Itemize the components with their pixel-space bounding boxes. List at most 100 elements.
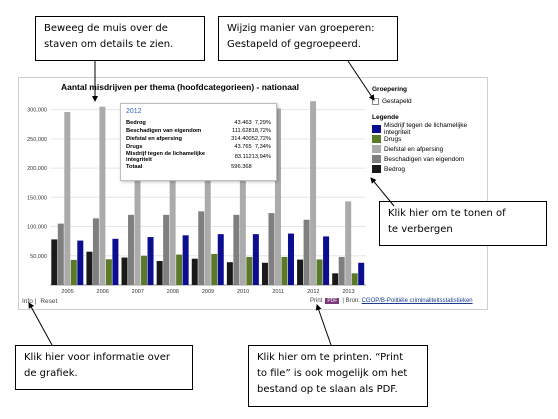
callout-grouping-tip: Wijzig manier van groeperen: Gestapeld of… [218, 16, 398, 61]
legend-label: Diefstal en afpersing [384, 145, 444, 153]
tooltip-row: Beschadigen van eigendom 111.628 18,72% [126, 128, 271, 134]
legend-item-diefstal[interactable]: Diefstal en afpersing [372, 144, 484, 154]
bar [198, 211, 205, 285]
x-tick-label: 2009 [202, 289, 214, 295]
legend-swatch [372, 125, 381, 133]
bar [105, 259, 112, 285]
x-tick-label: 2008 [167, 289, 179, 295]
legend-label: Beschadigen van eigendom [384, 155, 465, 163]
callout-info-tip: Klik hier voor informatie over de grafiek… [15, 345, 193, 390]
bar [217, 234, 224, 285]
legend-header: Legende [372, 114, 399, 121]
tooltip-row: Bedrog 43.463 7,29% [126, 120, 271, 126]
bar [141, 255, 148, 285]
grouping-header: Groepering [372, 86, 408, 93]
x-tick-label: 2005 [61, 289, 73, 295]
bar [134, 109, 141, 285]
bar [77, 240, 84, 285]
bar [92, 218, 99, 285]
bar [70, 259, 77, 285]
bar [268, 213, 275, 285]
bar [169, 106, 176, 285]
bar [351, 273, 358, 285]
y-tick-label: 50,000 [30, 254, 47, 260]
y-tick-label: 300,000 [27, 108, 47, 114]
chart-title: Aantal misdrijven per thema (hoofdcatego… [60, 82, 300, 92]
legend-panel: Groepering Gestapeld Legende Misdrijf te… [372, 86, 484, 174]
bar [239, 109, 246, 285]
bar [332, 273, 339, 285]
print-link[interactable]: Print [310, 298, 323, 304]
tooltip-row: Drugs 43.765 7,34% [126, 144, 271, 150]
x-tick-label: 2012 [307, 289, 319, 295]
x-tick-label: 2007 [132, 289, 144, 295]
tooltip-year: 2012 [126, 108, 142, 115]
bar [211, 254, 218, 285]
bar [233, 214, 240, 285]
bar [51, 239, 58, 285]
x-tick-label: 2011 [272, 289, 284, 295]
legend-item-bedrog[interactable]: Bedrog [372, 164, 484, 174]
bar [112, 238, 119, 285]
footer-right: Print PDF | Bron: CGOP/B-Politiële crimina… [310, 298, 473, 304]
callout-print-tip: Klik hier om te printen. “Print to file” … [248, 345, 428, 407]
bar [252, 234, 259, 285]
y-tick-label: 250,000 [27, 137, 47, 143]
legend-item-misdrijf[interactable]: Misdrijf tegen de lichamelijke integrite… [372, 122, 484, 136]
stacked-checkbox[interactable] [372, 97, 379, 105]
bar [287, 233, 294, 285]
info-link[interactable]: Info [22, 298, 33, 305]
pdf-button[interactable]: PDF [325, 298, 340, 304]
y-tick-label: 150,000 [27, 195, 47, 201]
reset-link[interactable]: Reset [40, 298, 58, 305]
bar [323, 236, 330, 285]
tooltip-row: Misdrijf tegen de lichamelijke integrite… [126, 151, 271, 163]
bar [246, 256, 253, 285]
bar [310, 101, 317, 285]
bar [163, 214, 170, 285]
bar [338, 256, 345, 285]
bar [274, 108, 281, 285]
bar-tooltip: 2012 Bedrog 43.463 7,29% Beschadigen van e… [120, 103, 277, 181]
x-tick-label: 2013 [342, 289, 354, 295]
bar [345, 201, 352, 285]
callout-legend-tip: Klik hier om te tonen of te verbergen [379, 201, 547, 246]
bar [226, 262, 233, 285]
bar [281, 256, 288, 285]
bar [176, 254, 183, 285]
bar [261, 262, 268, 285]
legend-item-beschadigen[interactable]: Beschadigen van eigendom [372, 154, 484, 164]
bar [191, 258, 198, 285]
bar [128, 214, 135, 285]
source-prefix: | Bron: [342, 298, 360, 304]
tooltip-table: Bedrog 43.463 7,29% Beschadigen van eigend… [126, 119, 271, 171]
bar [358, 262, 365, 285]
bar [121, 257, 128, 285]
legend-label: Drugs [384, 135, 402, 143]
y-tick-label: 100,000 [27, 225, 47, 231]
tooltip-row: Totaal 596.368 [126, 164, 252, 170]
legend-label: Misdrijf tegen de lichamelijke integrite… [384, 122, 468, 136]
bar [64, 111, 71, 285]
stacked-label: Gestapeld [382, 97, 412, 105]
legend-swatch [372, 165, 381, 173]
legend-swatch [372, 155, 381, 163]
y-tick-label: 200,000 [27, 166, 47, 172]
bar [156, 261, 163, 285]
legend-swatch [372, 145, 381, 153]
bar [303, 219, 310, 285]
bar [147, 237, 154, 285]
bar [297, 259, 304, 285]
bar [86, 251, 93, 285]
x-tick-label: 2010 [237, 289, 249, 295]
bar [182, 235, 189, 285]
x-tick-label: 2006 [97, 289, 109, 295]
grouping-toggle[interactable]: Gestapeld [372, 96, 484, 106]
legend-item-drugs[interactable]: Drugs [372, 134, 484, 144]
source-link[interactable]: CGOP/B-Politiële criminaliteitsstatistie… [361, 298, 473, 304]
legend-swatch [372, 135, 381, 143]
footer-left: Info | Reset [22, 298, 58, 305]
callout-hover-tip: Beweeg de muis over de staven om details … [35, 16, 205, 61]
legend-label: Bedrog [384, 165, 405, 173]
